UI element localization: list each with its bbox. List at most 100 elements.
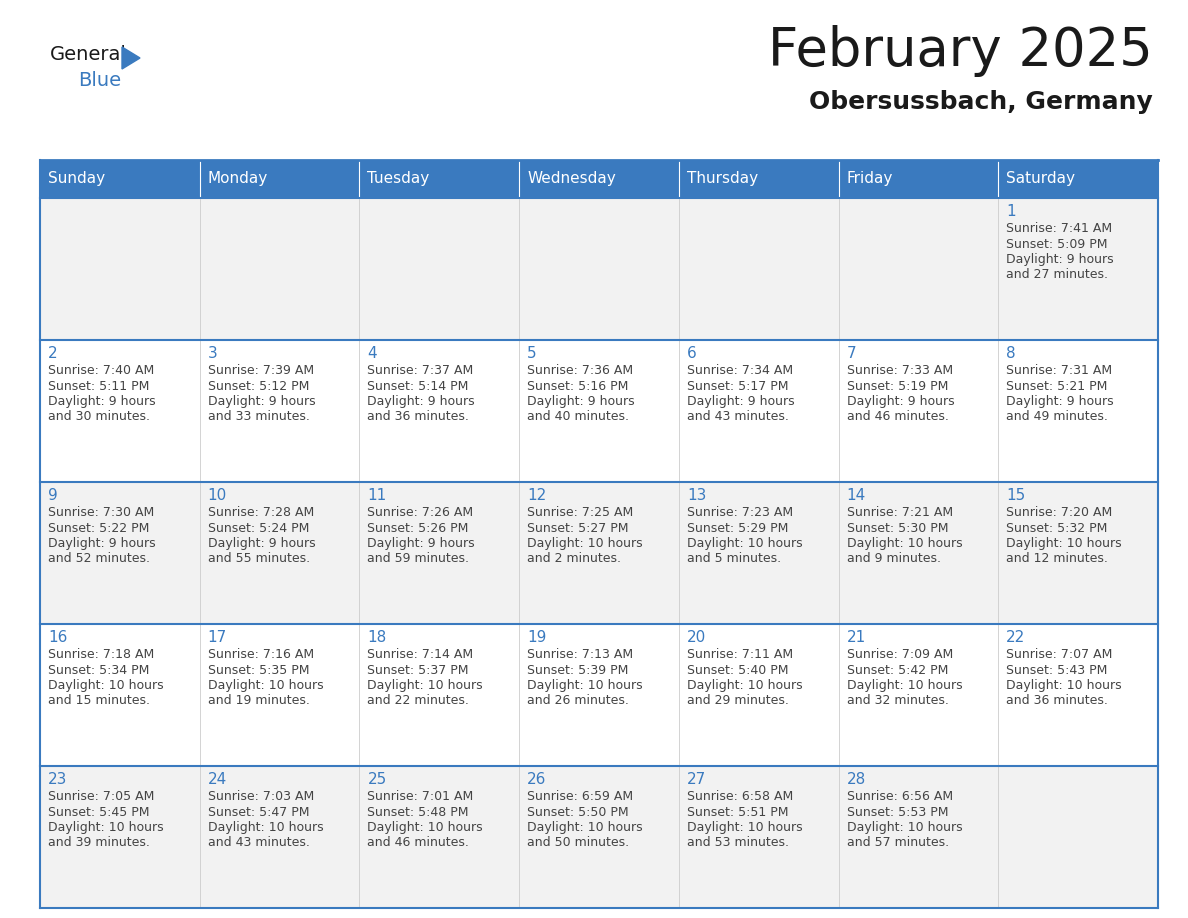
Text: Sunrise: 7:20 AM: Sunrise: 7:20 AM — [1006, 506, 1112, 519]
Text: and 29 minutes.: and 29 minutes. — [687, 695, 789, 708]
Text: Sunset: 5:50 PM: Sunset: 5:50 PM — [527, 805, 628, 819]
Text: Sunset: 5:16 PM: Sunset: 5:16 PM — [527, 379, 628, 393]
Text: Sunset: 5:21 PM: Sunset: 5:21 PM — [1006, 379, 1107, 393]
Text: Sunrise: 7:31 AM: Sunrise: 7:31 AM — [1006, 364, 1112, 377]
Text: and 19 minutes.: and 19 minutes. — [208, 695, 310, 708]
Text: and 30 minutes.: and 30 minutes. — [48, 410, 150, 423]
Text: Daylight: 10 hours: Daylight: 10 hours — [48, 679, 164, 692]
Text: 25: 25 — [367, 772, 386, 787]
Text: Sunrise: 6:59 AM: Sunrise: 6:59 AM — [527, 790, 633, 803]
Text: Sunset: 5:17 PM: Sunset: 5:17 PM — [687, 379, 789, 393]
Text: Daylight: 10 hours: Daylight: 10 hours — [687, 537, 802, 550]
Text: 18: 18 — [367, 630, 386, 645]
Bar — [40, 340, 200, 482]
Text: 13: 13 — [687, 488, 706, 503]
Text: Sunset: 5:12 PM: Sunset: 5:12 PM — [208, 379, 309, 393]
Text: Sunset: 5:47 PM: Sunset: 5:47 PM — [208, 805, 309, 819]
Bar — [678, 340, 839, 482]
Text: 1: 1 — [1006, 204, 1016, 219]
Bar — [200, 198, 360, 340]
Text: Sunrise: 6:56 AM: Sunrise: 6:56 AM — [847, 790, 953, 803]
Text: Daylight: 10 hours: Daylight: 10 hours — [48, 821, 164, 834]
Bar — [839, 340, 998, 482]
Bar — [519, 198, 678, 340]
Bar — [360, 766, 519, 908]
Bar — [519, 160, 678, 198]
Text: and 22 minutes.: and 22 minutes. — [367, 695, 469, 708]
Text: Sunrise: 7:21 AM: Sunrise: 7:21 AM — [847, 506, 953, 519]
Text: Daylight: 9 hours: Daylight: 9 hours — [367, 537, 475, 550]
Text: 5: 5 — [527, 346, 537, 361]
Text: Sunset: 5:09 PM: Sunset: 5:09 PM — [1006, 238, 1107, 251]
Bar — [360, 160, 519, 198]
Text: and 26 minutes.: and 26 minutes. — [527, 695, 628, 708]
Text: Daylight: 10 hours: Daylight: 10 hours — [527, 537, 643, 550]
Bar — [998, 624, 1158, 766]
Text: Sunset: 5:19 PM: Sunset: 5:19 PM — [847, 379, 948, 393]
Text: Sunrise: 7:30 AM: Sunrise: 7:30 AM — [48, 506, 154, 519]
Text: Daylight: 9 hours: Daylight: 9 hours — [847, 395, 954, 408]
Text: Sunset: 5:37 PM: Sunset: 5:37 PM — [367, 664, 469, 677]
Text: 26: 26 — [527, 772, 546, 787]
Bar — [839, 198, 998, 340]
Text: Obersussbach, Germany: Obersussbach, Germany — [809, 90, 1154, 114]
Text: 10: 10 — [208, 488, 227, 503]
Text: Daylight: 10 hours: Daylight: 10 hours — [1006, 679, 1121, 692]
Bar — [40, 160, 200, 198]
Text: Daylight: 9 hours: Daylight: 9 hours — [48, 395, 156, 408]
Text: Daylight: 10 hours: Daylight: 10 hours — [208, 679, 323, 692]
Text: Sunrise: 7:03 AM: Sunrise: 7:03 AM — [208, 790, 314, 803]
Text: Daylight: 9 hours: Daylight: 9 hours — [367, 395, 475, 408]
Bar — [998, 198, 1158, 340]
Text: and 36 minutes.: and 36 minutes. — [367, 410, 469, 423]
Text: and 27 minutes.: and 27 minutes. — [1006, 268, 1108, 282]
Text: Daylight: 10 hours: Daylight: 10 hours — [367, 679, 484, 692]
Text: Sunrise: 7:39 AM: Sunrise: 7:39 AM — [208, 364, 314, 377]
Text: Sunset: 5:40 PM: Sunset: 5:40 PM — [687, 664, 789, 677]
Text: Sunrise: 7:34 AM: Sunrise: 7:34 AM — [687, 364, 792, 377]
Bar — [360, 482, 519, 624]
Text: Sunset: 5:48 PM: Sunset: 5:48 PM — [367, 805, 469, 819]
Text: Sunset: 5:27 PM: Sunset: 5:27 PM — [527, 521, 628, 534]
Text: Daylight: 9 hours: Daylight: 9 hours — [208, 395, 315, 408]
Text: and 15 minutes.: and 15 minutes. — [48, 695, 150, 708]
Text: 11: 11 — [367, 488, 386, 503]
Text: 3: 3 — [208, 346, 217, 361]
Text: Sunday: Sunday — [48, 172, 105, 186]
Text: 7: 7 — [847, 346, 857, 361]
Bar — [40, 198, 200, 340]
Text: Sunset: 5:32 PM: Sunset: 5:32 PM — [1006, 521, 1107, 534]
Text: 8: 8 — [1006, 346, 1016, 361]
Text: Daylight: 10 hours: Daylight: 10 hours — [687, 821, 802, 834]
Text: Monday: Monday — [208, 172, 268, 186]
Text: 21: 21 — [847, 630, 866, 645]
Bar — [200, 340, 360, 482]
Text: Sunset: 5:11 PM: Sunset: 5:11 PM — [48, 379, 150, 393]
Text: Saturday: Saturday — [1006, 172, 1075, 186]
Text: Sunset: 5:34 PM: Sunset: 5:34 PM — [48, 664, 150, 677]
Bar — [998, 766, 1158, 908]
Text: and 5 minutes.: and 5 minutes. — [687, 553, 781, 565]
Text: Sunrise: 7:11 AM: Sunrise: 7:11 AM — [687, 648, 792, 661]
Text: Daylight: 9 hours: Daylight: 9 hours — [1006, 253, 1114, 266]
Text: Thursday: Thursday — [687, 172, 758, 186]
Text: 4: 4 — [367, 346, 377, 361]
Text: Sunrise: 7:13 AM: Sunrise: 7:13 AM — [527, 648, 633, 661]
Bar — [40, 766, 200, 908]
Text: and 32 minutes.: and 32 minutes. — [847, 695, 948, 708]
Text: Daylight: 10 hours: Daylight: 10 hours — [687, 679, 802, 692]
Bar — [678, 624, 839, 766]
Bar — [200, 160, 360, 198]
Text: Daylight: 10 hours: Daylight: 10 hours — [367, 821, 484, 834]
Text: Sunset: 5:26 PM: Sunset: 5:26 PM — [367, 521, 469, 534]
Bar — [519, 624, 678, 766]
Text: Daylight: 10 hours: Daylight: 10 hours — [847, 821, 962, 834]
Text: 14: 14 — [847, 488, 866, 503]
Text: Daylight: 9 hours: Daylight: 9 hours — [48, 537, 156, 550]
Text: Sunset: 5:29 PM: Sunset: 5:29 PM — [687, 521, 788, 534]
Bar — [200, 624, 360, 766]
Text: Sunrise: 7:33 AM: Sunrise: 7:33 AM — [847, 364, 953, 377]
Text: Daylight: 9 hours: Daylight: 9 hours — [527, 395, 634, 408]
Bar — [839, 624, 998, 766]
Bar — [839, 766, 998, 908]
